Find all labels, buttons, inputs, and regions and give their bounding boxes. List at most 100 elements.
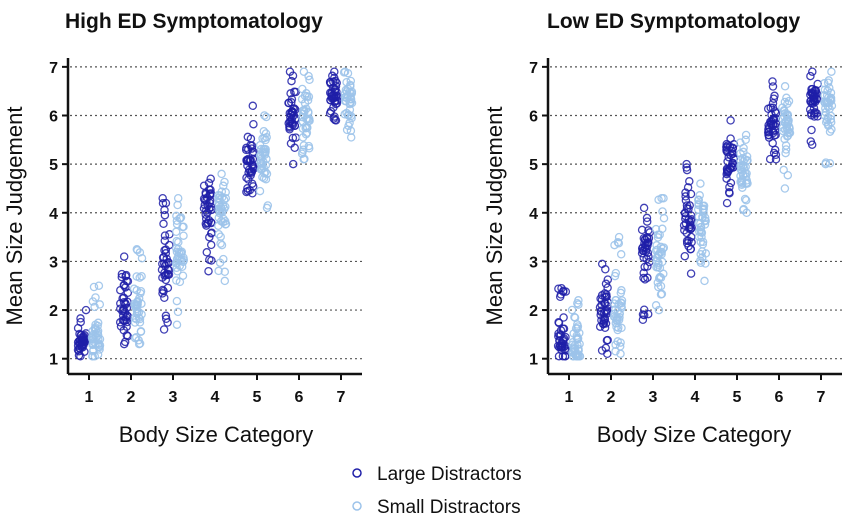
point-large-distractors: [684, 223, 694, 233]
point-small-distractors: [823, 86, 832, 95]
point-small-distractors: [133, 306, 142, 316]
point-large-distractors: [288, 159, 298, 169]
point-large-distractors: [686, 189, 696, 199]
point-small-distractors: [173, 267, 182, 276]
point-large-distractors: [638, 315, 648, 325]
point-small-distractors: [261, 174, 271, 184]
point-small-distractors: [614, 239, 624, 248]
point-large-distractors: [637, 225, 647, 235]
y-tick-labels: 1 2 3 4 5 6 7: [49, 60, 58, 369]
point-small-distractors: [652, 256, 661, 266]
point-small-distractors: [821, 158, 831, 167]
point-large-distractors: [643, 273, 652, 283]
point-small-distractors: [262, 112, 271, 122]
point-large-distractors: [326, 95, 335, 105]
point-small-distractors: [172, 320, 182, 329]
point-large-distractors: [163, 283, 173, 293]
point-small-distractors: [698, 253, 707, 262]
y-tick-label: 7: [49, 60, 58, 77]
point-small-distractors: [175, 277, 185, 287]
point-small-distractors: [653, 278, 663, 287]
point-small-distractors: [694, 195, 703, 205]
point-large-distractors: [201, 219, 211, 228]
point-small-distractors: [737, 180, 747, 189]
point-large-distractors: [810, 96, 819, 105]
legend: Large Distractors Small Distractors: [352, 464, 522, 518]
point-small-distractors: [741, 135, 750, 145]
point-small-distractors: [782, 110, 792, 119]
point-large-distractors: [561, 344, 570, 353]
point-small-distractors: [615, 342, 625, 351]
point-small-distractors: [217, 240, 227, 250]
point-large-distractors: [768, 77, 777, 86]
point-large-distractors: [685, 222, 695, 232]
point-small-distractors: [173, 307, 183, 317]
x-tick-label: 5: [733, 389, 742, 406]
point-large-distractors: [80, 337, 89, 347]
y-tick-label: 5: [49, 157, 58, 174]
point-small-distractors: [573, 335, 582, 344]
point-large-distractors: [163, 318, 172, 327]
point-large-distractors: [159, 325, 169, 334]
point-large-distractors: [81, 305, 91, 315]
point-small-distractors: [346, 76, 356, 86]
point-large-distractors: [726, 178, 736, 188]
point-small-distractors: [700, 276, 709, 286]
point-large-distractors: [160, 271, 169, 280]
point-small-distractors: [214, 191, 223, 200]
point-small-distractors: [221, 193, 231, 203]
point-large-distractors: [643, 262, 652, 271]
point-large-distractors: [248, 101, 258, 111]
point-small-distractors: [575, 352, 584, 361]
point-small-distractors: [261, 135, 270, 145]
point-large-distractors: [115, 318, 125, 327]
point-small-distractors: [342, 108, 351, 118]
point-large-distractors: [158, 285, 167, 295]
point-large-distractors: [291, 115, 300, 124]
point-small-distractors: [613, 238, 623, 247]
point-large-distractors: [769, 148, 779, 158]
point-large-distractors: [329, 114, 339, 123]
point-large-distractors: [681, 192, 690, 201]
x-tick-label: 4: [211, 389, 220, 406]
point-small-distractors: [220, 276, 230, 286]
point-small-distractors: [135, 248, 145, 257]
point-small-distractors: [784, 129, 793, 138]
point-large-distractors: [73, 341, 83, 351]
point-large-distractors: [599, 318, 609, 327]
point-small-distractors: [741, 130, 751, 140]
point-large-distractors: [161, 314, 171, 324]
point-small-distractors: [613, 313, 622, 322]
point-small-distractors: [617, 296, 627, 305]
point-large-distractors: [808, 67, 817, 76]
point-large-distractors: [681, 188, 690, 197]
point-small-distractors: [215, 206, 224, 216]
point-small-distractors: [339, 68, 349, 77]
point-large-distractors: [639, 233, 649, 243]
point-large-distractors: [601, 265, 610, 274]
point-small-distractors: [617, 323, 626, 333]
panel-high-ed: High ED Symptomatology 1 2 3 4 5 6 7 1 2 3 4 5 6 7 B…: [2, 10, 362, 447]
point-small-distractors: [90, 302, 99, 312]
point-small-distractors: [656, 290, 666, 299]
point-large-distractors: [120, 307, 130, 317]
legend-label-large: Large Distractors: [377, 464, 522, 485]
point-small-distractors: [654, 258, 663, 268]
point-large-distractors: [812, 89, 822, 98]
point-large-distractors: [160, 205, 169, 215]
point-large-distractors: [164, 270, 174, 279]
point-small-distractors: [299, 67, 309, 76]
point-small-distractors: [298, 109, 308, 119]
point-small-distractors: [826, 96, 836, 105]
point-small-distractors: [173, 200, 182, 210]
x-tick-label: 4: [691, 389, 700, 406]
point-small-distractors: [654, 282, 663, 292]
point-large-distractors: [600, 292, 610, 302]
point-small-distractors: [611, 347, 620, 356]
point-small-distractors: [176, 213, 186, 222]
x-tick-label: 5: [253, 389, 262, 406]
point-large-distractors: [639, 310, 649, 320]
point-large-distractors: [722, 198, 732, 208]
point-large-distractors: [642, 217, 652, 226]
